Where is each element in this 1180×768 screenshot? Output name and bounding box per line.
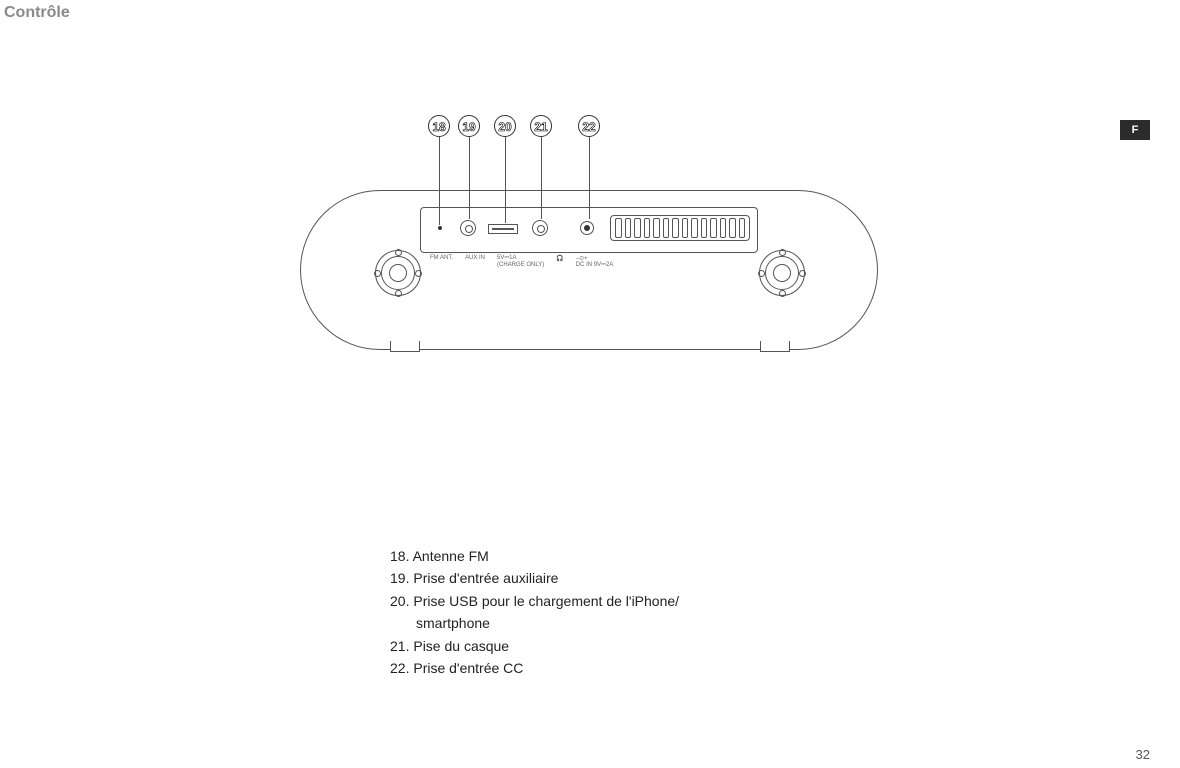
callout-18: 18 xyxy=(428,115,450,137)
language-badge: F xyxy=(1120,120,1150,140)
callout-19: 19 xyxy=(458,115,480,137)
legend-item-20-cont: smartphone xyxy=(390,612,679,634)
page-number: 32 xyxy=(1136,747,1150,762)
label-usb: 5V⎓1A (CHARGE ONLY) xyxy=(497,255,544,269)
callout-22: 22 xyxy=(578,115,600,137)
legend-item-20: 20. Prise USB pour le chargement de l'iP… xyxy=(390,590,679,612)
callout-20: 20 xyxy=(494,115,516,137)
label-dc: –⊙+ DC IN 9V⎓2A xyxy=(576,255,613,269)
device-diagram: 18 19 20 21 22 FM ANT. AUX IN 5V⎓1A (CHA… xyxy=(300,115,880,375)
usb-port xyxy=(488,224,518,234)
legend-list: 18. Antenne FM 19. Prise d'entrée auxili… xyxy=(390,545,679,679)
mounting-knob-right xyxy=(759,250,805,296)
foot-left xyxy=(390,341,420,352)
aux-in-jack xyxy=(460,220,476,236)
panel-labels: FM ANT. AUX IN 5V⎓1A (CHARGE ONLY) 🎧 –⊙+… xyxy=(430,255,750,269)
callout-21: 21 xyxy=(530,115,552,137)
legend-item-19: 19. Prise d'entrée auxiliaire xyxy=(390,567,679,589)
label-aux: AUX IN xyxy=(465,255,485,269)
legend-item-18: 18. Antenne FM xyxy=(390,545,679,567)
mounting-knob-left xyxy=(375,250,421,296)
vent-grille xyxy=(610,215,750,241)
headphone-jack xyxy=(532,220,548,236)
label-hp: 🎧 xyxy=(556,255,563,269)
label-fm: FM ANT. xyxy=(430,255,453,269)
dc-input-jack xyxy=(580,221,594,235)
page-title: Contrôle xyxy=(4,4,70,22)
fm-antenna-port xyxy=(438,226,442,230)
legend-item-22: 22. Prise d'entrée CC xyxy=(390,657,679,679)
legend-item-21: 21. Pise du casque xyxy=(390,635,679,657)
foot-right xyxy=(760,341,790,352)
